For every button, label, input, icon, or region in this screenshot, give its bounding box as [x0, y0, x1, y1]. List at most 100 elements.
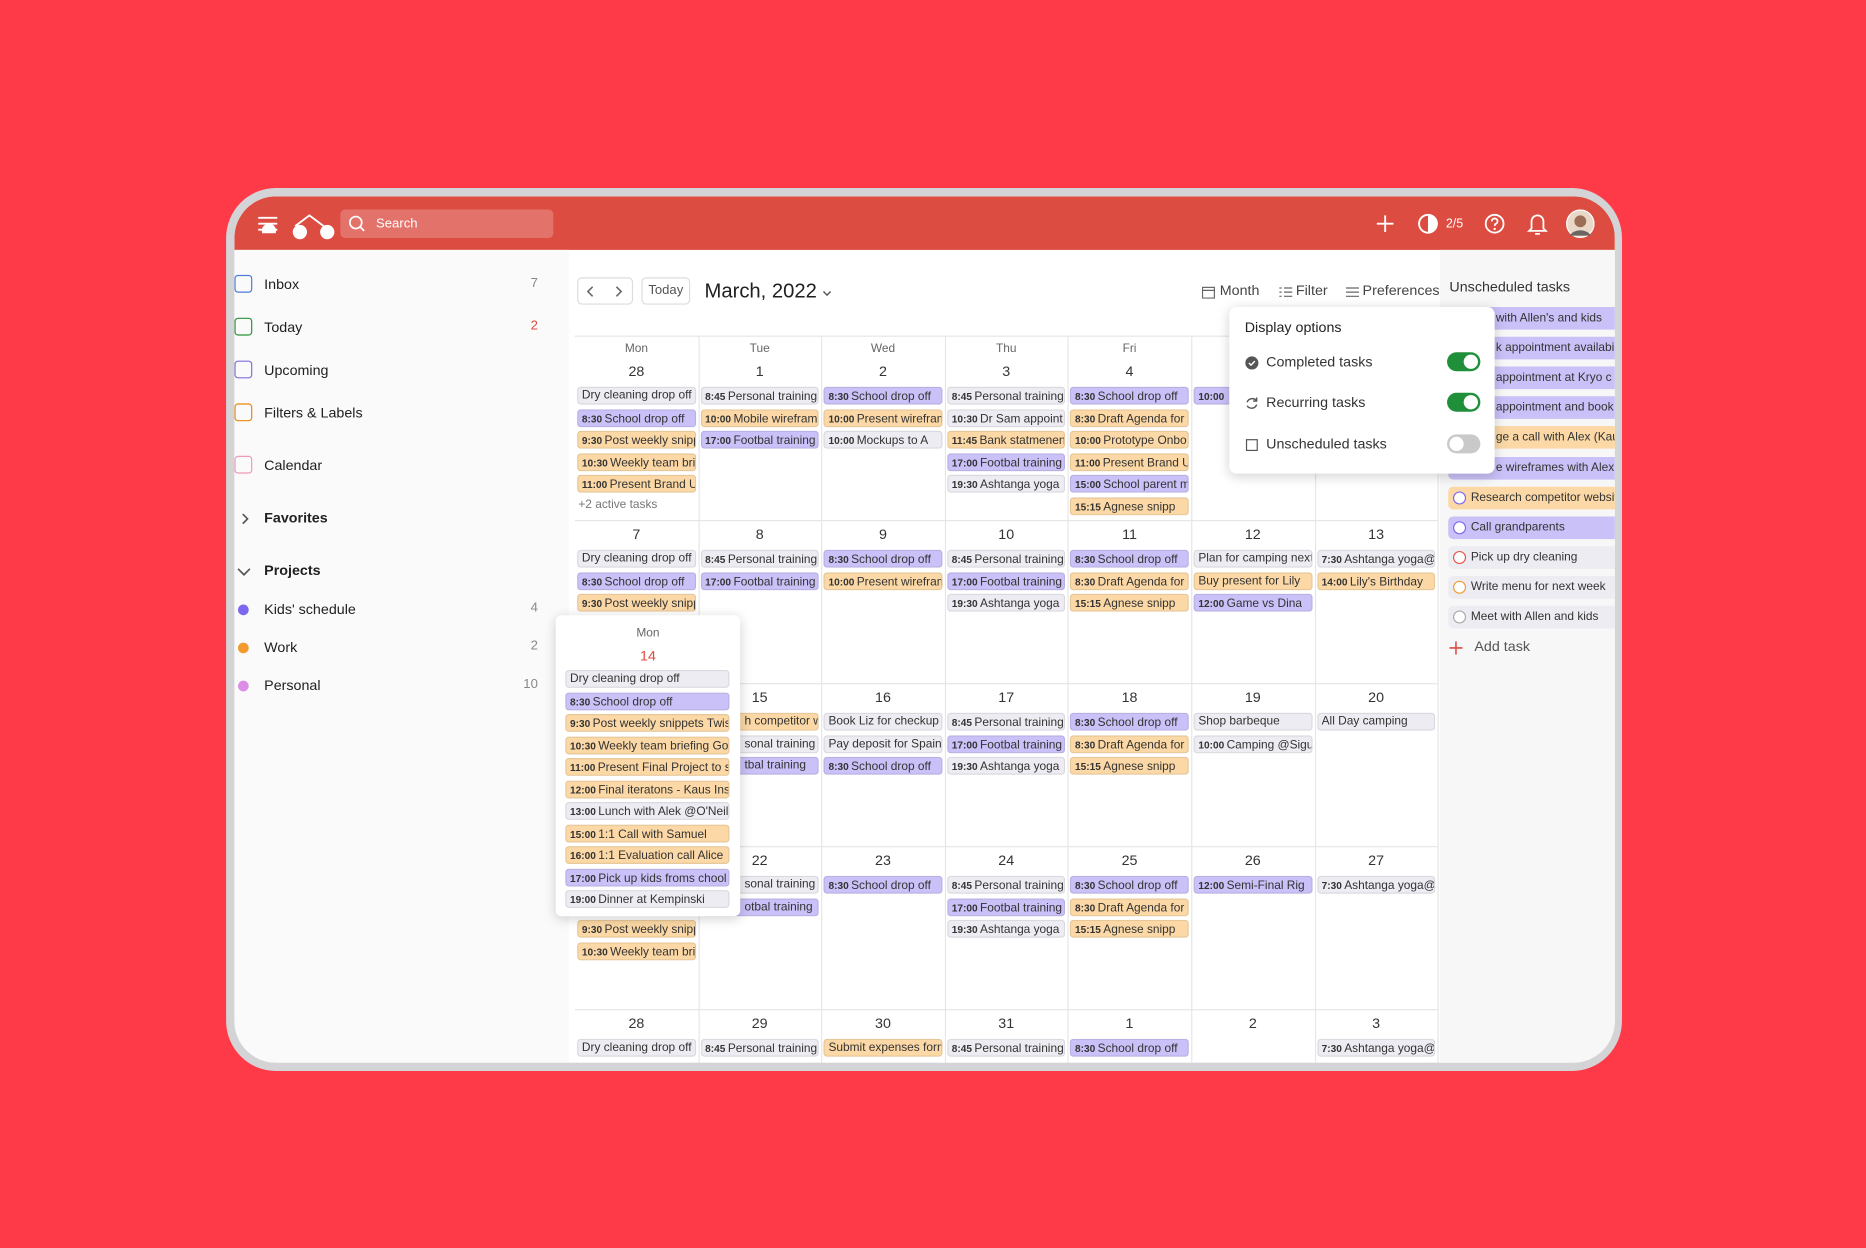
- event[interactable]: 10:30 Dr Sam appoint: [946, 408, 1066, 427]
- event[interactable]: 7:30 Ashtanga yoga@: [1316, 875, 1436, 894]
- event[interactable]: 8:45 Personal training: [700, 549, 819, 568]
- home-button[interactable]: [288, 212, 336, 241]
- event[interactable]: 10:00 Present wirefram: [823, 571, 943, 590]
- event[interactable]: 10:00 Mobile wirefram: [700, 408, 819, 427]
- unscheduled-task[interactable]: Pick up dry cleaning: [1448, 545, 1615, 569]
- event[interactable]: Book Liz for checkup: [823, 712, 943, 731]
- task-checkbox[interactable]: [1452, 550, 1467, 564]
- event[interactable]: 10:30 Weekly team bri: [577, 941, 696, 960]
- favorites-label[interactable]: Favorites: [264, 509, 328, 526]
- prev-next[interactable]: [577, 277, 634, 305]
- event[interactable]: 8:45 Personal training: [700, 386, 819, 405]
- month-title[interactable]: March, 2022: [704, 279, 817, 303]
- event[interactable]: 8:45 Personal training: [946, 1038, 1066, 1057]
- more-tasks[interactable]: +2 active tasks: [578, 498, 658, 512]
- event[interactable]: 11:00 Present Brand UI: [577, 474, 696, 493]
- event[interactable]: 17:00 Footbal training: [946, 452, 1066, 471]
- event[interactable]: 10:00 Present wirefram: [823, 408, 943, 427]
- event[interactable]: 8:30 Draft Agenda for: [1070, 571, 1189, 590]
- view-button[interactable]: Month: [1219, 282, 1260, 299]
- event[interactable]: 15:15 Agnese snipp: [1070, 593, 1189, 612]
- projects-label[interactable]: Projects: [264, 561, 321, 579]
- event[interactable]: 11:00 Present Brand UI: [1070, 452, 1189, 471]
- search-box[interactable]: Search: [340, 209, 554, 239]
- event[interactable]: All Day camping: [1316, 712, 1436, 731]
- event[interactable]: Dry cleaning drop off: [577, 386, 696, 405]
- favorites-chevron[interactable]: [238, 511, 252, 525]
- karma-icon[interactable]: [1417, 213, 1438, 234]
- avatar[interactable]: [1566, 209, 1595, 239]
- event[interactable]: 19:30 Ashtanga yoga: [946, 474, 1066, 493]
- task-checkbox[interactable]: [1452, 520, 1467, 534]
- event[interactable]: 8:30 School drop off: [577, 571, 696, 590]
- option-toggle[interactable]: [1447, 433, 1481, 453]
- event[interactable]: 8:30 School drop off: [823, 875, 943, 894]
- event[interactable]: 8:45 Personal training: [946, 875, 1066, 894]
- event[interactable]: 8:45 Personal training: [946, 549, 1066, 568]
- event[interactable]: Plan for camping next: [1193, 549, 1313, 568]
- event[interactable]: 10:30 Weekly team bri: [577, 452, 696, 471]
- event[interactable]: 10:00 Mockups to A: [823, 430, 943, 449]
- event[interactable]: 8:45 Personal training: [700, 1038, 819, 1057]
- event[interactable]: Pay deposit for Spain: [823, 734, 943, 753]
- event[interactable]: 15:00 School parent m: [1070, 474, 1189, 493]
- event[interactable]: 17:00 Footbal training: [946, 897, 1066, 916]
- event[interactable]: 10:30 Weekly team briefing Goo: [565, 736, 730, 754]
- unscheduled-task[interactable]: Meet with Allen and kids: [1448, 605, 1615, 629]
- event[interactable]: 8:30 Draft Agenda for: [1070, 408, 1189, 427]
- event[interactable]: 10:00 Camping @Sigul: [1193, 734, 1313, 753]
- event[interactable]: 12:00 Game vs Dina: [1193, 593, 1313, 612]
- event[interactable]: 11:00 Present Final Project to ste: [565, 758, 730, 776]
- event[interactable]: 15:15 Agnese snipp: [1070, 919, 1189, 938]
- month-chevron[interactable]: [821, 284, 833, 297]
- event[interactable]: Submit expenses form: [823, 1038, 943, 1057]
- event[interactable]: 8:30 School drop off: [823, 549, 943, 568]
- event[interactable]: 17:00 Pick up kids froms chool: [565, 868, 730, 886]
- filter-button[interactable]: Filter: [1295, 282, 1328, 299]
- project-name[interactable]: Work: [264, 639, 298, 656]
- task-checkbox[interactable]: [1452, 580, 1467, 594]
- project-name[interactable]: Kids' schedule: [264, 600, 356, 618]
- event[interactable]: 16:00 1:1 Evaluation call Alice: [565, 846, 730, 864]
- event[interactable]: Dry cleaning drop off: [577, 1038, 696, 1057]
- event[interactable]: 8:30 School drop off: [823, 756, 943, 775]
- add-task[interactable]: Add task: [1474, 637, 1530, 655]
- event[interactable]: 19:30 Ashtanga yoga: [946, 593, 1066, 612]
- event[interactable]: 8:30 School drop off: [823, 386, 943, 405]
- event[interactable]: 9:30 Post weekly snippets Twist: [565, 714, 730, 732]
- event[interactable]: 19:30 Ashtanga yoga: [946, 756, 1066, 775]
- event[interactable]: 8:30 School drop off: [1070, 712, 1189, 731]
- event[interactable]: 8:30 School drop off: [1070, 1038, 1189, 1057]
- event[interactable]: 9:30 Post weekly snipp: [577, 430, 696, 449]
- event[interactable]: 8:30 School drop off: [577, 408, 696, 427]
- event[interactable]: 13:00 Lunch with Alek @O'Neils: [565, 802, 730, 820]
- help-button[interactable]: [1484, 213, 1505, 234]
- task-checkbox[interactable]: [1452, 610, 1467, 624]
- task-checkbox[interactable]: [1452, 490, 1467, 505]
- prev-button[interactable]: [583, 283, 597, 297]
- project-name[interactable]: Personal: [264, 677, 321, 694]
- event[interactable]: Dry cleaning drop off: [565, 669, 730, 688]
- event[interactable]: 7:30 Ashtanga yoga@: [1316, 549, 1436, 568]
- event[interactable]: 8:45 Personal training: [946, 386, 1066, 405]
- add-task-icon[interactable]: [1449, 639, 1463, 655]
- today-button[interactable]: Today: [641, 277, 691, 305]
- event[interactable]: 8:45 Personal training: [946, 712, 1066, 731]
- unscheduled-task[interactable]: Write menu for next week: [1448, 575, 1615, 599]
- menu-button[interactable]: [257, 214, 278, 239]
- event[interactable]: Buy present for Lily: [1193, 571, 1313, 590]
- event[interactable]: 9:30 Post weekly snipp: [577, 593, 696, 612]
- event[interactable]: 8:30 School drop off: [1070, 386, 1189, 405]
- event[interactable]: Dry cleaning drop off: [577, 549, 696, 568]
- unscheduled-task[interactable]: Research competitor website: [1448, 486, 1615, 509]
- option-toggle[interactable]: [1447, 393, 1481, 413]
- event[interactable]: 8:30 School drop off: [1070, 875, 1189, 894]
- event[interactable]: 8:30 School drop off: [565, 691, 730, 710]
- event[interactable]: 17:00 Footbal training: [700, 571, 819, 590]
- event[interactable]: 19:30 Ashtanga yoga: [946, 919, 1066, 938]
- event[interactable]: 12:00 Semi-Final Rig: [1193, 875, 1313, 894]
- preferences-button[interactable]: Preferences: [1362, 282, 1440, 299]
- event[interactable]: 17:00 Footbal training: [946, 571, 1066, 590]
- event[interactable]: 14:00 Lily's Birthday: [1316, 571, 1436, 590]
- event[interactable]: 15:15 Agnese snipp: [1070, 496, 1189, 515]
